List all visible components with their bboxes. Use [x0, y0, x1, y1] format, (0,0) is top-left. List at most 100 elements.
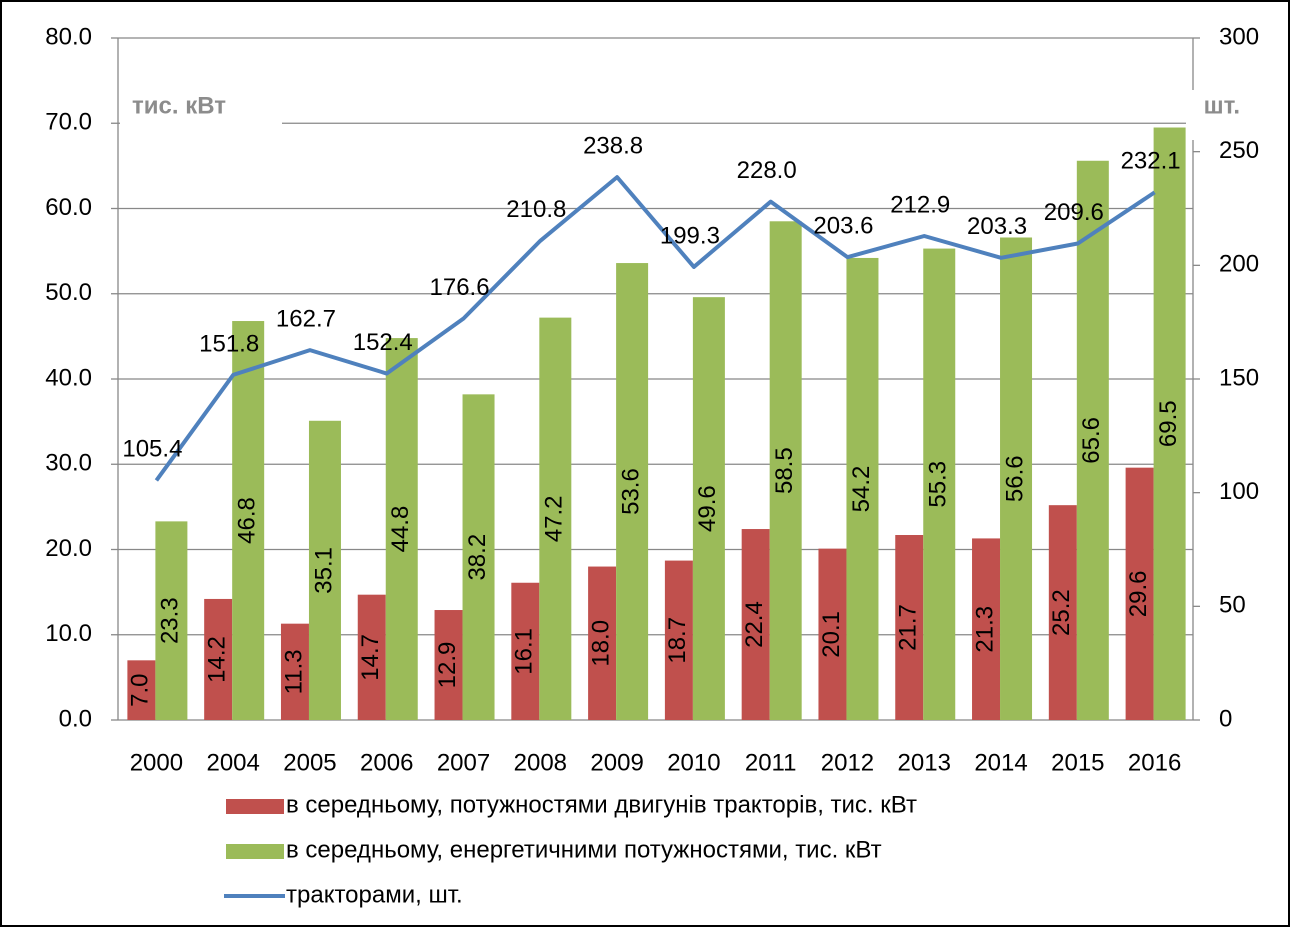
bar — [588, 566, 617, 720]
line-value-label: 228.0 — [737, 157, 797, 184]
legend-label: тракторами, шт. — [286, 881, 463, 908]
bar — [308, 420, 341, 720]
legend-label: в середньому, енергетичними потужностями… — [286, 836, 882, 863]
bar-value-label: 22.4 — [741, 601, 768, 648]
x-tick-label: 2000 — [130, 749, 183, 776]
x-tick-label: 2006 — [360, 749, 413, 776]
y2-tick-label: 200 — [1219, 251, 1259, 278]
line-value-label: 151.8 — [199, 330, 259, 357]
bar — [616, 263, 649, 720]
line-value-label: 209.6 — [1044, 199, 1104, 226]
bar-value-label: 18.7 — [664, 617, 691, 664]
bar-value-label: 14.2 — [204, 636, 231, 683]
y2-tick-label: 300 — [1219, 23, 1259, 50]
bar — [846, 257, 879, 720]
x-tick-label: 2012 — [821, 749, 874, 776]
bar — [280, 623, 309, 720]
x-tick-label: 2004 — [206, 749, 259, 776]
legend-swatch — [226, 844, 284, 859]
bar — [462, 394, 495, 720]
bar — [664, 560, 693, 720]
bar-value-label: 55.3 — [925, 461, 952, 508]
bar — [204, 598, 233, 720]
y2-tick-label: 100 — [1219, 478, 1259, 505]
line-value-label: 212.9 — [890, 191, 950, 218]
bar-value-label: 53.6 — [617, 468, 644, 515]
bar-value-label: 49.6 — [694, 485, 721, 532]
line-value-label: 203.3 — [967, 213, 1027, 240]
bar — [972, 538, 1001, 720]
bar-value-label: 11.3 — [280, 649, 307, 694]
bar-value-label: 29.6 — [1125, 570, 1152, 617]
bar — [895, 535, 924, 720]
legend-label: в середньому, потужностями двигунів трак… — [286, 791, 917, 818]
bar — [818, 548, 847, 720]
line-value-label: 210.8 — [506, 196, 566, 223]
bar — [232, 321, 265, 720]
x-tick-label: 2014 — [974, 749, 1027, 776]
y-tick-label: 10.0 — [45, 620, 92, 647]
legend-swatch — [226, 799, 284, 814]
bar — [434, 610, 463, 720]
y-tick-label: 20.0 — [45, 535, 92, 562]
bar — [1125, 467, 1154, 720]
bar — [1076, 160, 1109, 720]
y-tick-label: 40.0 — [45, 364, 92, 391]
bar — [769, 221, 802, 720]
bar-value-label: 23.3 — [157, 597, 184, 644]
line-value-label: 162.7 — [276, 305, 336, 332]
x-tick-label: 2007 — [437, 749, 490, 776]
y2-tick-label: 250 — [1219, 137, 1259, 164]
bar — [923, 248, 956, 720]
y-label-bg — [120, 90, 282, 160]
bar — [1153, 127, 1186, 720]
y-tick-label: 80.0 — [45, 23, 92, 50]
bar-value-label: 65.6 — [1078, 417, 1105, 464]
bar-value-label: 58.5 — [771, 447, 798, 494]
y2-axis-label: шт. — [1204, 92, 1240, 119]
line-value-label: 232.1 — [1121, 148, 1181, 175]
bar-value-label: 12.9 — [434, 642, 461, 689]
bar — [385, 338, 418, 720]
line-value-label: 152.4 — [353, 329, 413, 356]
y-tick-label: 70.0 — [45, 109, 92, 136]
bar-value-label: 35.1 — [310, 547, 337, 594]
line-value-label: 203.6 — [813, 212, 873, 239]
bar — [155, 521, 188, 720]
bar-value-label: 16.1 — [511, 628, 538, 675]
bar-value-label: 21.7 — [895, 604, 922, 651]
x-tick-label: 2015 — [1051, 749, 1104, 776]
y-tick-label: 30.0 — [45, 450, 92, 477]
line — [154, 175, 1156, 482]
bar-value-label: 7.0 — [127, 673, 154, 706]
line-value-label: 105.4 — [122, 436, 182, 463]
bar-value-label: 56.6 — [1001, 455, 1028, 502]
bar — [1000, 237, 1033, 721]
bar-value-label: 54.2 — [848, 466, 875, 513]
bar-value-label: 69.5 — [1155, 400, 1182, 447]
bar-value-label: 18.0 — [587, 620, 614, 667]
bar-value-label: 38.2 — [464, 534, 491, 581]
y2-tick-label: 0 — [1219, 705, 1232, 732]
bar-value-label: 20.1 — [818, 611, 845, 658]
x-tick-label: 2010 — [667, 749, 720, 776]
x-tick-label: 2011 — [745, 749, 797, 776]
bar-value-label: 21.3 — [971, 606, 998, 653]
bar — [357, 594, 386, 720]
x-tick-label: 2009 — [590, 749, 643, 776]
bar-value-label: 44.8 — [387, 506, 414, 553]
line-value-label: 176.6 — [430, 274, 490, 301]
y2-tick-label: 150 — [1219, 364, 1259, 391]
y-tick-label: 50.0 — [45, 279, 92, 306]
bar-value-label: 46.8 — [234, 497, 261, 544]
y-tick-label: 60.0 — [45, 194, 92, 221]
bar — [741, 529, 770, 720]
bar — [1048, 505, 1077, 720]
x-tick-label: 2005 — [283, 749, 336, 776]
bar — [692, 297, 725, 720]
bar — [127, 660, 156, 720]
bar-value-label: 25.2 — [1048, 589, 1075, 636]
x-tick-label: 2016 — [1128, 749, 1181, 776]
bar-value-label: 14.7 — [357, 634, 384, 681]
